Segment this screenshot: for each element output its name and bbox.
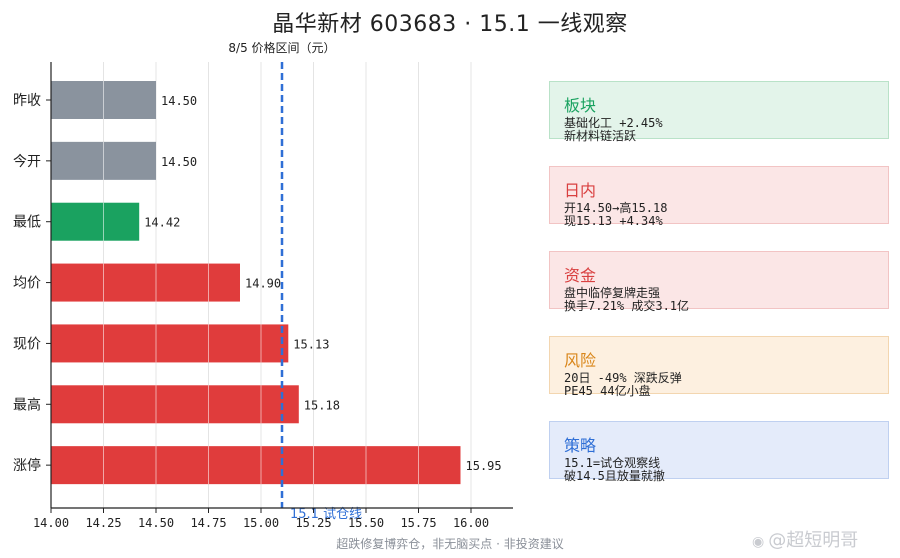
chart-subtitle: 8/5 价格区间（元） xyxy=(228,40,335,55)
info-card: 策略 15.1=试仓观察线 破14.5且放量就撤 xyxy=(549,421,889,483)
card-title: 策略 xyxy=(564,436,597,455)
bar xyxy=(51,385,299,424)
reference-line-group: 15.1 试仓线 xyxy=(280,62,362,522)
category-label: 最低 xyxy=(13,215,41,231)
bar xyxy=(51,446,461,485)
card-line: 基础化工 +2.45% xyxy=(564,116,663,130)
x-tick-label: 15.75 xyxy=(400,516,436,530)
x-tick-label: 14.75 xyxy=(190,516,226,530)
card-line: 开14.50→高15.18 xyxy=(564,201,668,215)
card-line: 现15.13 +4.34% xyxy=(564,214,663,228)
category-label: 涨停 xyxy=(13,457,41,474)
x-tick-label: 14.25 xyxy=(85,516,121,530)
watermark-text: @超短明哥 xyxy=(768,530,859,551)
x-tick-label: 15.50 xyxy=(348,516,384,530)
footer-disclaimer: 超跌修复博弈仓，非无脑买点 · 非投资建议 xyxy=(336,537,564,551)
card-title: 风险 xyxy=(564,351,597,370)
x-tick-label: 14.50 xyxy=(138,516,174,530)
category-label: 昨收 xyxy=(13,93,41,109)
bar-value-label: 14.50 xyxy=(161,94,197,108)
category-label: 最高 xyxy=(13,396,41,413)
bar-value-label: 14.90 xyxy=(245,277,281,291)
card-line: 换手7.21% 成交3.1亿 xyxy=(564,299,690,313)
card-line: 破14.5且放量就撤 xyxy=(564,469,665,483)
card-line: 15.1=试仓观察线 xyxy=(564,456,661,470)
x-tick-label: 15.00 xyxy=(243,516,279,530)
info-card: 日内 开14.50→高15.18 现15.13 +4.34% xyxy=(549,166,889,228)
card-line: 盘中临停复牌走强 xyxy=(564,286,661,300)
bar-value-label: 14.42 xyxy=(144,216,180,230)
card-line: 新材料链活跃 xyxy=(564,129,637,143)
bar-value-label: 15.13 xyxy=(293,337,329,351)
bar xyxy=(51,263,240,302)
bar xyxy=(51,202,140,241)
card-line: PE45 44亿小盘 xyxy=(564,384,651,398)
bar-value-label: 14.50 xyxy=(161,155,197,169)
card-title: 日内 xyxy=(564,181,597,200)
card-title: 资金 xyxy=(564,266,597,285)
bars: 14.50 14.50 14.42 14.90 15.13 15.18 15.95 xyxy=(51,81,502,485)
x-tick-label: 16.00 xyxy=(453,516,489,530)
card-line: 20日 -49% 深跌反弹 xyxy=(564,371,682,385)
category-label: 均价 xyxy=(13,276,41,292)
bar xyxy=(51,324,289,363)
watermark: ◉ @超短明哥 xyxy=(752,526,858,552)
reference-line-label: 15.1 试仓线 xyxy=(290,507,362,522)
info-card: 板块 基础化工 +2.45% 新材料链活跃 xyxy=(549,81,889,143)
x-tick-label: 15.25 xyxy=(295,516,331,530)
card-title: 板块 xyxy=(564,96,597,115)
bar-value-label: 15.95 xyxy=(466,459,502,473)
bar-value-label: 15.18 xyxy=(304,398,340,412)
page-title: 晶华新材 603683 · 15.1 一线观察 xyxy=(272,12,628,37)
weibo-icon: ◉ xyxy=(752,534,765,550)
info-card: 资金 盘中临停复牌走强 换手7.21% 成交3.1亿 xyxy=(549,251,889,313)
info-card: 风险 20日 -49% 深跌反弹 PE45 44亿小盘 xyxy=(549,336,889,398)
x-tick-label: 14.00 xyxy=(33,516,69,530)
category-label: 现价 xyxy=(13,336,41,352)
category-label: 今开 xyxy=(13,154,41,170)
